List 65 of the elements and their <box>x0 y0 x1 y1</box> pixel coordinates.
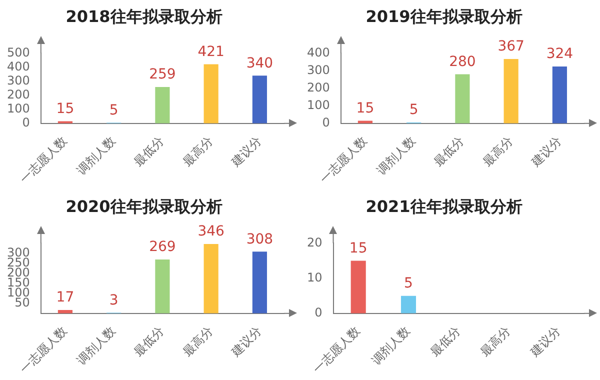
data-label: 367 <box>498 38 524 55</box>
bar <box>504 58 518 124</box>
bar <box>252 76 267 124</box>
bar <box>252 252 267 314</box>
x-tick-label: 最高分 <box>480 134 516 170</box>
chart-title: 2019往年拟录取分析 <box>366 6 522 26</box>
y-tick-label: 100 <box>307 98 330 112</box>
data-label: 340 <box>246 55 274 72</box>
data-label: 5 <box>109 102 118 118</box>
data-label: 346 <box>198 224 225 240</box>
x-tick-label: 最低分 <box>131 324 167 360</box>
x-tick-label: 最低分 <box>431 134 467 170</box>
data-label: 421 <box>198 44 224 60</box>
x-tick-label: 一志愿人数 <box>17 134 70 186</box>
y-tick-label: 400 <box>7 59 30 74</box>
x-tick-label: 建议分 <box>527 324 564 360</box>
x-tick-label: 调剂人数 <box>74 134 118 178</box>
data-label: 259 <box>149 66 176 83</box>
x-tick-label: 最高分 <box>180 324 216 360</box>
x-tick-label: 建议分 <box>528 134 564 170</box>
y-tick-label: 500 <box>7 45 30 60</box>
y-tick-label: 300 <box>7 73 30 88</box>
data-label: 269 <box>149 239 176 256</box>
data-label: 15 <box>56 100 74 117</box>
data-label: 5 <box>404 275 413 292</box>
x-tick-label: 调剂人数 <box>368 324 413 368</box>
x-tick-label: 一志愿人数 <box>17 324 70 376</box>
y-tick-label: 400 <box>307 45 330 60</box>
data-label: 280 <box>449 54 476 70</box>
data-label: 324 <box>546 46 574 62</box>
x-tick-label: 最低分 <box>428 324 463 360</box>
data-label: 5 <box>409 102 418 118</box>
chart-title: 2018往年拟录取分析 <box>66 6 222 26</box>
y-tick-label: 200 <box>7 87 30 102</box>
y-tick-label: 100 <box>7 101 30 116</box>
y-tick-label: 0 <box>314 306 322 320</box>
y-tick-label: 0 <box>322 116 330 130</box>
x-tick-label: 一志愿人数 <box>310 324 363 376</box>
y-tick-label: 0 <box>22 116 30 130</box>
bar <box>155 259 170 314</box>
y-tick-label: 300 <box>307 62 330 77</box>
y-tick-label: 20 <box>306 235 322 250</box>
chart-title: 2021往年拟录取分析 <box>366 196 522 216</box>
x-tick-label: 调剂人数 <box>374 134 418 178</box>
x-tick-label: 调剂人数 <box>74 324 118 368</box>
x-tick-label: 一志愿人数 <box>317 134 370 186</box>
data-label: 15 <box>349 240 368 256</box>
data-label: 17 <box>56 290 74 306</box>
y-tick-label: 50 <box>14 295 30 310</box>
y-tick-label: 200 <box>307 80 330 94</box>
y-tick-label: 10 <box>306 270 322 284</box>
bar <box>552 66 567 124</box>
bar <box>155 87 170 124</box>
chart-title: 2020往年拟录取分析 <box>66 196 222 216</box>
x-tick-label: 建议分 <box>228 324 264 360</box>
data-label: 3 <box>109 292 118 308</box>
x-tick-label: 最高分 <box>478 324 514 360</box>
bar <box>204 244 218 314</box>
data-label: 308 <box>246 231 274 248</box>
bar <box>455 74 470 124</box>
x-tick-label: 建议分 <box>228 134 264 170</box>
x-tick-label: 最低分 <box>131 134 167 170</box>
data-label: 15 <box>356 100 374 116</box>
bar <box>204 64 218 124</box>
x-tick-label: 最高分 <box>180 134 216 170</box>
